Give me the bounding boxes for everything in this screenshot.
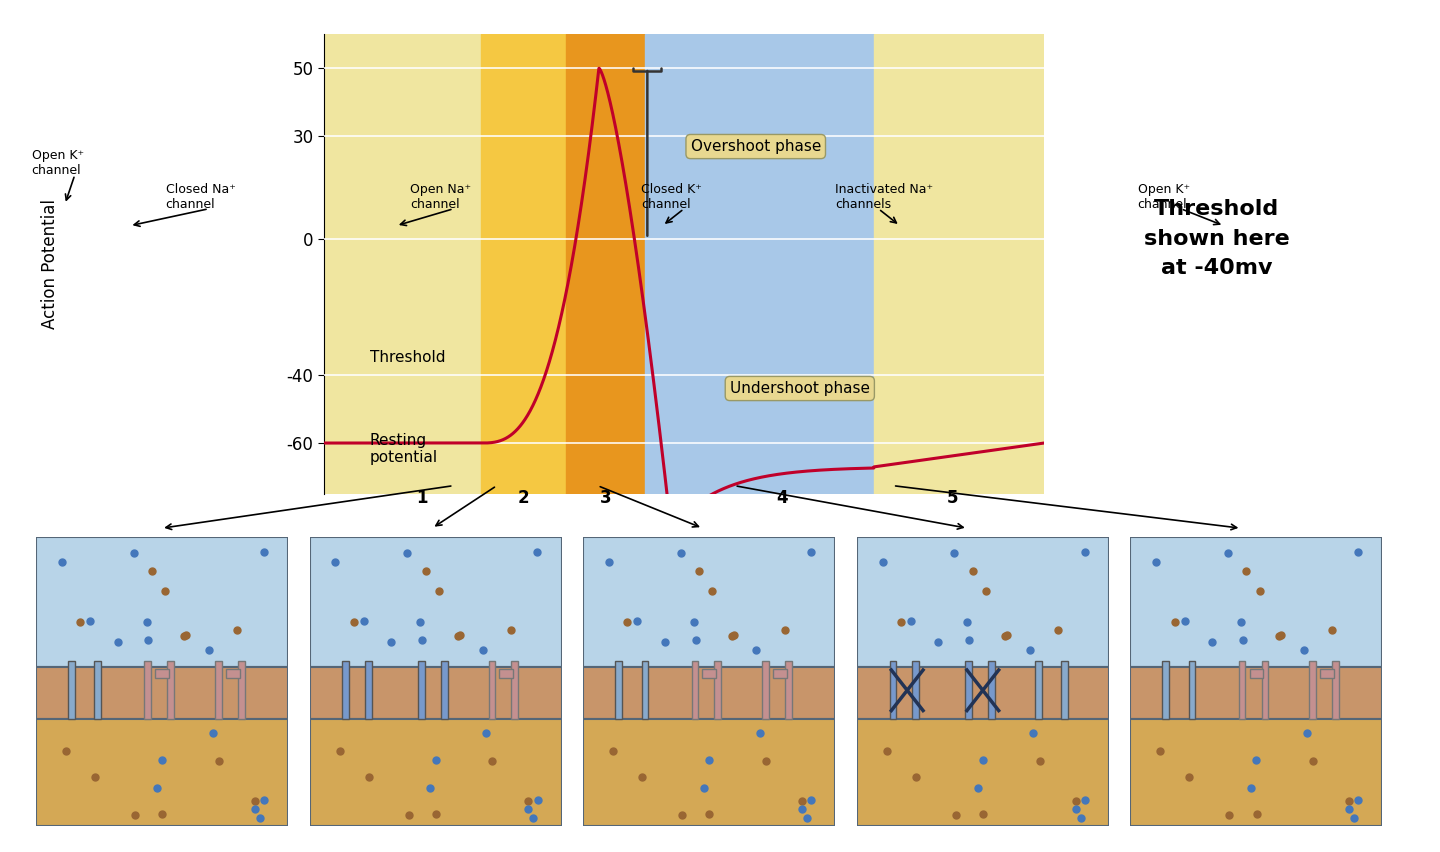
Text: 1: 1 <box>416 489 428 507</box>
Bar <box>511 661 518 719</box>
Bar <box>95 661 101 719</box>
Text: Overshoot phase: Overshoot phase <box>691 139 821 154</box>
Bar <box>366 661 372 719</box>
Bar <box>913 661 919 719</box>
Bar <box>500 670 513 677</box>
Bar <box>167 661 174 719</box>
Text: 4: 4 <box>776 489 788 507</box>
Bar <box>1130 667 1382 719</box>
Bar <box>615 661 622 719</box>
Text: Open Na⁺
channel: Open Na⁺ channel <box>410 183 471 211</box>
Bar <box>857 719 1109 826</box>
Text: Closed K⁺
channel: Closed K⁺ channel <box>641 183 701 211</box>
Bar <box>1061 661 1068 719</box>
Text: Undershoot phase: Undershoot phase <box>730 381 870 396</box>
Bar <box>36 537 288 667</box>
Bar <box>583 537 835 667</box>
Text: Closed Na⁺
channel: Closed Na⁺ channel <box>166 183 236 211</box>
Bar <box>1250 670 1263 677</box>
Bar <box>488 661 495 719</box>
Bar <box>874 34 1044 494</box>
Text: Inactivated Na⁺
channels: Inactivated Na⁺ channels <box>835 183 933 211</box>
Bar <box>1035 661 1041 719</box>
Bar <box>1309 661 1316 719</box>
Bar <box>418 661 425 719</box>
Bar <box>36 719 288 826</box>
Bar <box>144 661 151 719</box>
Bar <box>691 661 698 719</box>
Bar <box>1162 661 1169 719</box>
Bar <box>773 670 786 677</box>
Bar <box>965 661 972 719</box>
Text: Action Potential: Action Potential <box>42 199 59 329</box>
Bar <box>762 661 769 719</box>
Bar <box>583 667 835 719</box>
Bar <box>988 661 995 719</box>
Bar <box>703 670 716 677</box>
Bar <box>1238 661 1246 719</box>
Bar <box>642 661 648 719</box>
Bar <box>324 34 481 494</box>
Bar <box>481 34 566 494</box>
Bar <box>310 719 562 826</box>
Bar <box>1130 537 1382 667</box>
Bar <box>1130 719 1382 826</box>
Bar <box>857 537 1109 667</box>
Bar <box>226 670 239 677</box>
Bar <box>68 661 75 719</box>
Bar <box>583 719 835 826</box>
Bar <box>785 661 792 719</box>
Bar <box>1261 661 1269 719</box>
Text: 3: 3 <box>599 489 611 507</box>
Bar <box>238 661 245 719</box>
Bar <box>1189 661 1195 719</box>
Bar <box>343 661 348 719</box>
Text: Resting
potential: Resting potential <box>370 433 438 465</box>
Bar <box>156 670 168 677</box>
Bar <box>310 537 562 667</box>
Text: 5: 5 <box>946 489 958 507</box>
Bar <box>215 661 222 719</box>
Bar <box>890 661 896 719</box>
Bar <box>1332 661 1339 719</box>
Bar <box>36 667 288 719</box>
Text: Threshold
shown here
at -40mv: Threshold shown here at -40mv <box>1143 199 1290 278</box>
Bar <box>310 667 562 719</box>
Bar <box>645 34 874 494</box>
Bar <box>714 661 721 719</box>
Bar <box>441 661 448 719</box>
Text: 2: 2 <box>518 489 530 507</box>
Text: Open K⁺
channel: Open K⁺ channel <box>1138 183 1189 211</box>
Bar <box>857 667 1109 719</box>
Text: Threshold: Threshold <box>370 349 445 365</box>
Bar <box>1320 670 1333 677</box>
Bar <box>566 34 645 494</box>
Text: Open K⁺
channel: Open K⁺ channel <box>32 149 84 177</box>
